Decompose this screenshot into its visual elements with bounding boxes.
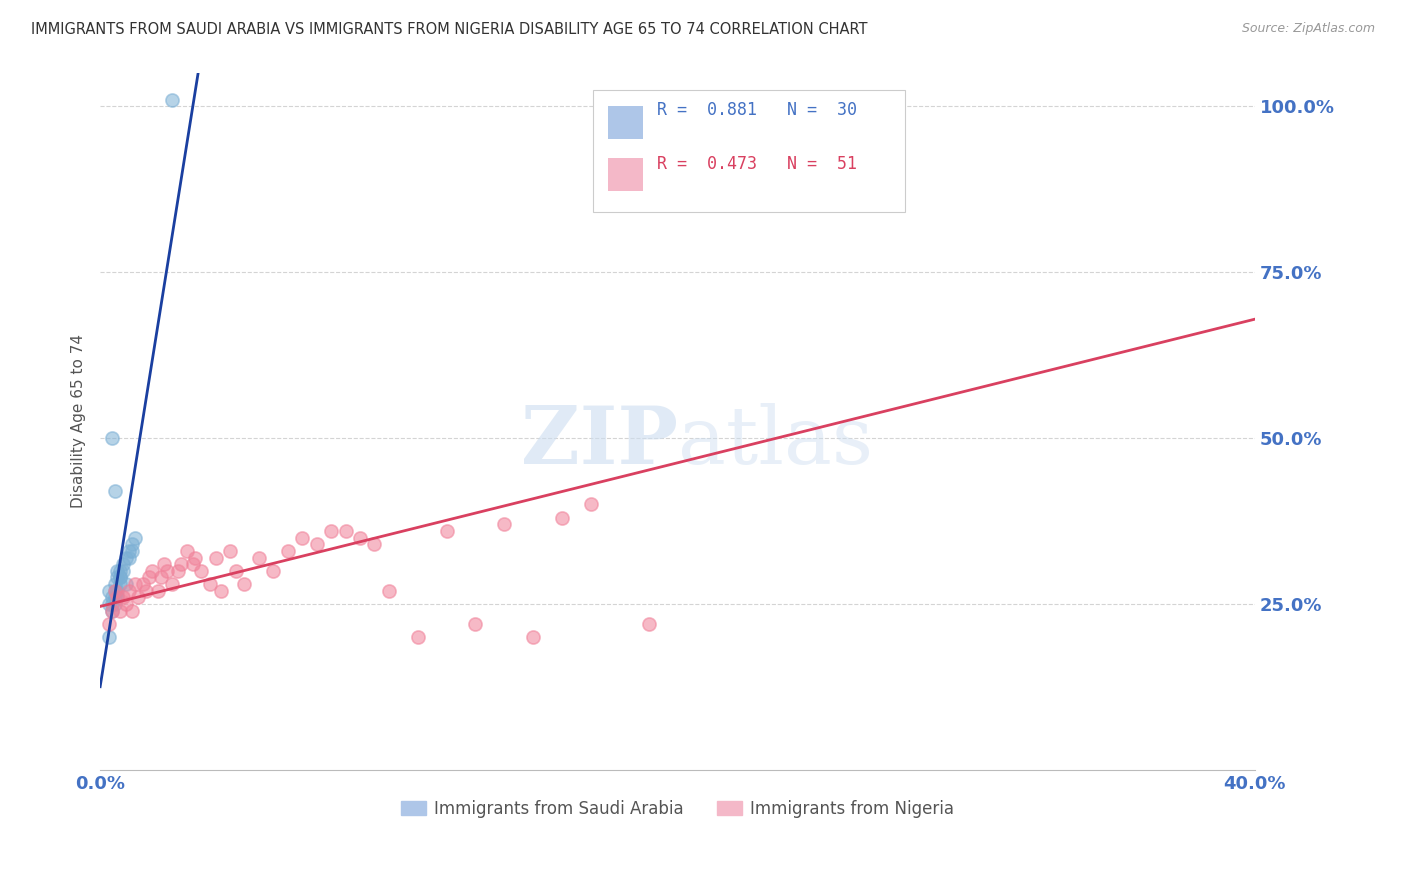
- Text: atlas: atlas: [678, 403, 873, 482]
- Point: [291, 531, 314, 545]
- Point: [97, 597, 120, 611]
- Point: [551, 510, 574, 524]
- Point: [167, 564, 190, 578]
- Point: [190, 564, 212, 578]
- Point: [219, 544, 242, 558]
- Point: [107, 564, 129, 578]
- Point: [637, 617, 659, 632]
- Point: [103, 577, 125, 591]
- Point: [110, 564, 132, 578]
- Y-axis label: Disability Age 65 to 74: Disability Age 65 to 74: [72, 334, 86, 508]
- Point: [107, 591, 129, 605]
- Point: [149, 570, 172, 584]
- Point: [204, 550, 226, 565]
- Point: [112, 591, 135, 605]
- Bar: [609, 106, 643, 139]
- Text: R =  0.473   N =  51: R = 0.473 N = 51: [657, 154, 856, 172]
- Bar: [609, 158, 643, 192]
- Point: [247, 550, 270, 565]
- Point: [262, 564, 284, 578]
- Point: [103, 484, 125, 499]
- Point: [305, 537, 328, 551]
- Point: [349, 531, 371, 545]
- Point: [103, 583, 125, 598]
- Text: ZIP: ZIP: [520, 403, 678, 482]
- Point: [112, 558, 135, 572]
- Point: [233, 577, 256, 591]
- Point: [127, 591, 149, 605]
- Point: [181, 558, 204, 572]
- Point: [155, 564, 177, 578]
- Point: [135, 583, 157, 598]
- Point: [97, 583, 120, 598]
- Point: [107, 591, 129, 605]
- Point: [138, 570, 160, 584]
- Point: [811, 93, 834, 107]
- FancyBboxPatch shape: [593, 90, 905, 212]
- Legend: Immigrants from Saudi Arabia, Immigrants from Nigeria: Immigrants from Saudi Arabia, Immigrants…: [394, 793, 960, 824]
- Point: [110, 577, 132, 591]
- Point: [209, 583, 232, 598]
- Point: [124, 531, 146, 545]
- Point: [97, 630, 120, 644]
- Point: [118, 544, 141, 558]
- Point: [115, 550, 138, 565]
- Point: [115, 577, 138, 591]
- Text: Source: ZipAtlas.com: Source: ZipAtlas.com: [1241, 22, 1375, 36]
- Point: [110, 570, 132, 584]
- Point: [124, 577, 146, 591]
- Point: [103, 597, 125, 611]
- Point: [141, 564, 163, 578]
- Point: [107, 583, 129, 598]
- Point: [277, 544, 299, 558]
- Point: [121, 537, 143, 551]
- Point: [112, 564, 135, 578]
- Point: [225, 564, 247, 578]
- Text: IMMIGRANTS FROM SAUDI ARABIA VS IMMIGRANTS FROM NIGERIA DISABILITY AGE 65 TO 74 : IMMIGRANTS FROM SAUDI ARABIA VS IMMIGRAN…: [31, 22, 868, 37]
- Point: [110, 570, 132, 584]
- Point: [162, 93, 184, 107]
- Point: [579, 498, 602, 512]
- Point: [121, 544, 143, 558]
- Point: [100, 597, 122, 611]
- Point: [170, 558, 193, 572]
- Point: [103, 583, 125, 598]
- Point: [162, 577, 184, 591]
- Point: [118, 583, 141, 598]
- Point: [121, 604, 143, 618]
- Point: [100, 431, 122, 445]
- Point: [100, 591, 122, 605]
- Point: [464, 617, 486, 632]
- Point: [198, 577, 221, 591]
- Text: R =  0.881   N =  30: R = 0.881 N = 30: [657, 101, 856, 119]
- Point: [378, 583, 401, 598]
- Point: [522, 630, 544, 644]
- Point: [97, 617, 120, 632]
- Point: [100, 604, 122, 618]
- Point: [319, 524, 342, 538]
- Point: [176, 544, 198, 558]
- Point: [107, 570, 129, 584]
- Point: [100, 604, 122, 618]
- Point: [335, 524, 357, 538]
- Point: [115, 597, 138, 611]
- Point: [494, 517, 516, 532]
- Point: [436, 524, 458, 538]
- Point: [152, 558, 174, 572]
- Point: [103, 591, 125, 605]
- Point: [118, 550, 141, 565]
- Point: [110, 604, 132, 618]
- Point: [184, 550, 207, 565]
- Point: [146, 583, 169, 598]
- Point: [406, 630, 429, 644]
- Point: [363, 537, 385, 551]
- Point: [132, 577, 155, 591]
